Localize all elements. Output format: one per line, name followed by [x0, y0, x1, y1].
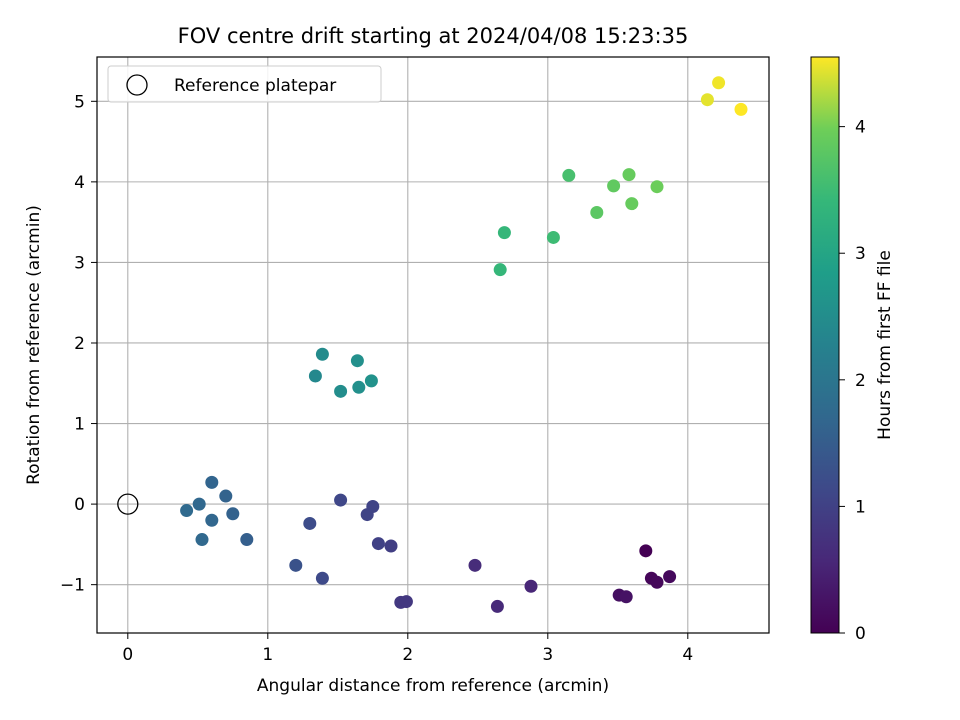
x-tick-label: 3 — [542, 645, 553, 665]
data-point — [205, 475, 219, 489]
data-point — [490, 599, 504, 613]
grid-lines — [97, 57, 769, 633]
data-point — [619, 590, 633, 604]
data-point — [315, 347, 329, 361]
data-point — [334, 384, 348, 398]
legend-box — [107, 65, 382, 103]
colorbar-tick-label: 2 — [855, 371, 866, 391]
y-tick-label: 2 — [74, 334, 85, 354]
x-tick-label: 2 — [402, 645, 413, 665]
data-point — [303, 516, 317, 530]
colorbar-tick-label: 0 — [855, 624, 866, 644]
data-point — [180, 504, 194, 518]
x-axis-label: Angular distance from reference (arcmin) — [257, 676, 609, 696]
data-point — [219, 489, 233, 503]
data-point — [205, 513, 219, 527]
data-point — [226, 507, 240, 521]
data-point — [639, 544, 653, 558]
data-point — [562, 168, 576, 182]
data-point — [399, 595, 413, 609]
data-point — [546, 230, 560, 244]
data-point — [650, 575, 664, 589]
data-point — [192, 497, 206, 511]
axis-ticks: 0 1 2 3 4 −1 0 1 2 3 4 5 — [60, 92, 693, 665]
data-point — [734, 102, 748, 116]
data-point — [700, 93, 714, 107]
data-point — [308, 369, 322, 383]
data-point — [468, 558, 482, 572]
data-point — [289, 558, 303, 572]
data-point — [366, 500, 380, 514]
reference-platepar-marker — [117, 493, 139, 515]
data-point — [352, 380, 366, 394]
y-tick-label: 5 — [74, 92, 85, 112]
data-point — [350, 354, 364, 368]
y-tick-label: 3 — [74, 253, 85, 273]
data-point — [590, 205, 604, 219]
colorbar-label: Hours from first FF file — [875, 250, 895, 440]
legend-reference-marker — [126, 74, 148, 96]
data-point — [663, 570, 677, 584]
data-point — [384, 539, 398, 553]
data-point — [524, 579, 538, 593]
data-point — [195, 533, 209, 547]
y-tick-label: 4 — [74, 173, 85, 193]
data-point — [493, 263, 507, 277]
colorbar: 0 1 2 3 4 Hours from first FF file — [810, 56, 895, 644]
y-tick-label: 0 — [74, 495, 85, 515]
y-tick-label: 1 — [74, 415, 85, 435]
plot-frame — [96, 56, 770, 634]
data-point — [712, 76, 726, 90]
data-point — [364, 374, 378, 388]
legend: Reference platepar — [107, 65, 382, 103]
data-point — [371, 537, 385, 551]
data-point — [315, 571, 329, 585]
data-point — [334, 493, 348, 507]
data-point — [650, 180, 664, 194]
data-points — [117, 76, 748, 613]
data-point — [625, 197, 639, 211]
y-axis-label: Rotation from reference (arcmin) — [24, 205, 44, 485]
y-tick-label: −1 — [60, 576, 85, 596]
legend-label-reference: Reference platepar — [174, 76, 336, 96]
colorbar-gradient — [810, 56, 840, 634]
colorbar-tick-label: 3 — [855, 244, 866, 264]
x-tick-label: 0 — [122, 645, 133, 665]
colorbar-ticks: 0 1 2 3 4 — [839, 118, 866, 644]
x-tick-label: 1 — [262, 645, 273, 665]
chart-title: FOV centre drift starting at 2024/04/08 … — [178, 24, 689, 48]
colorbar-tick-label: 1 — [855, 497, 866, 517]
data-point — [240, 533, 254, 547]
colorbar-tick-label: 4 — [855, 118, 866, 138]
data-point — [497, 226, 511, 240]
x-tick-label: 4 — [682, 645, 693, 665]
data-point — [622, 168, 636, 182]
data-point — [607, 179, 621, 193]
